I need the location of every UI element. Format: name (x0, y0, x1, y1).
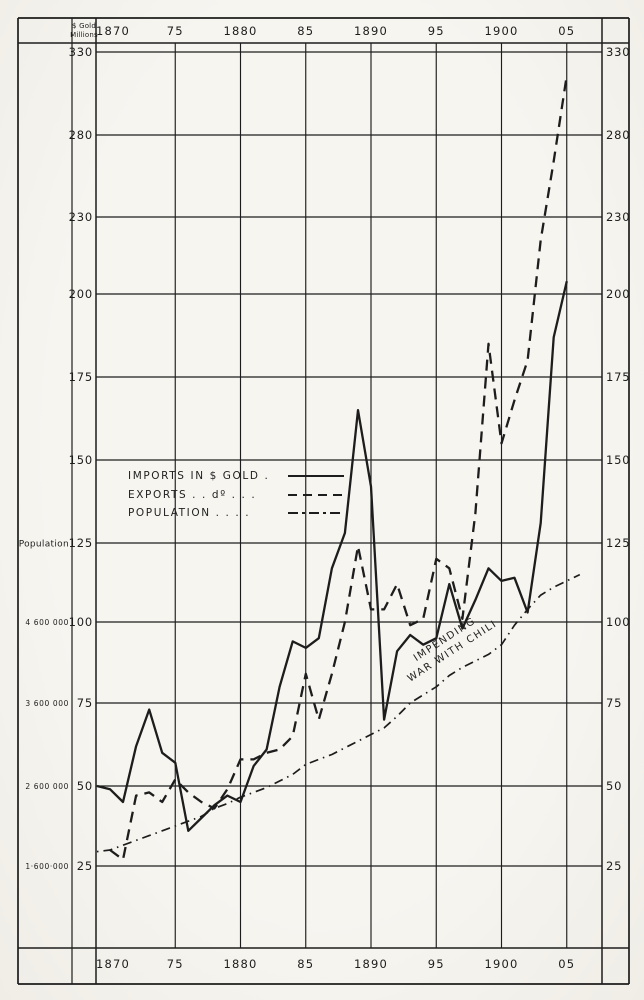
y-tick-label-left: 200 (69, 287, 93, 301)
y-tick-label-left: 175 (69, 370, 93, 384)
y-tick-label-right: 150 (606, 453, 630, 467)
legend-item-imports: IMPORTS IN $ GOLD . (128, 467, 344, 486)
population-tick-label: 1·600·000 (25, 862, 69, 871)
population-line (96, 573, 581, 853)
y-tick-label-left: 50 (77, 779, 93, 793)
x-tick-label-bottom: 1880 (223, 957, 257, 971)
y-tick-label-right: 125 (606, 536, 630, 550)
x-tick-label-top: 75 (167, 24, 184, 38)
corner-label-gold: $ Gold (72, 22, 96, 30)
legend-label-population: POPULATION . . . . (128, 507, 251, 520)
x-tick-label-top: 1880 (223, 24, 257, 38)
exports-line (109, 75, 568, 861)
y-tick-label-left: 75 (77, 696, 93, 710)
x-tick-label-bottom: 1900 (484, 957, 518, 971)
legend: IMPORTS IN $ GOLD . EXPORTS . . dº . . .… (128, 467, 344, 523)
legend-line-sample-dashdot (288, 512, 344, 515)
legend-line-sample-dashed (288, 493, 344, 496)
population-axis-title: Population (19, 540, 69, 550)
x-tick-label-bottom: 1890 (354, 957, 388, 971)
imports-line (96, 280, 568, 832)
x-tick-label-bottom: 75 (167, 957, 184, 971)
x-tick-label-top: 95 (428, 24, 445, 38)
x-tick-label-bottom: 95 (428, 957, 445, 971)
y-tick-label-left: 25 (77, 859, 93, 873)
y-tick-label-left: 330 (69, 45, 93, 59)
y-tick-label-left: 280 (69, 128, 93, 142)
y-tick-label-left: 230 (69, 210, 93, 224)
corner-label-millions: Millions (70, 31, 98, 39)
population-tick-label: 3 600 000 (25, 699, 69, 708)
x-tick-label-top: 05 (558, 24, 575, 38)
legend-label-exports: EXPORTS . . dº . . . (128, 488, 257, 501)
x-tick-label-top: 85 (297, 24, 314, 38)
y-tick-label-right: 175 (606, 370, 630, 384)
y-tick-label-right: 50 (606, 779, 622, 793)
y-tick-label-right: 330 (606, 45, 630, 59)
y-tick-label-left: 125 (69, 536, 93, 550)
x-tick-label-bottom: 05 (558, 957, 575, 971)
y-tick-label-right: 100 (606, 615, 630, 629)
x-tick-label-top: 1900 (484, 24, 518, 38)
y-tick-label-right: 200 (606, 287, 630, 301)
legend-label-imports: IMPORTS IN $ GOLD . (128, 470, 270, 483)
y-tick-label-right: 25 (606, 859, 622, 873)
legend-line-sample-solid (288, 475, 344, 478)
legend-item-exports: EXPORTS . . dº . . . (128, 486, 344, 505)
y-tick-label-right: 230 (606, 210, 630, 224)
x-tick-label-bottom: 85 (297, 957, 314, 971)
population-tick-label: 2 600 000 (25, 782, 69, 791)
y-tick-label-left: 150 (69, 453, 93, 467)
y-tick-label-right: 280 (606, 128, 630, 142)
population-tick-label: 4 600 000 (25, 618, 69, 627)
y-tick-label-left: 100 (69, 615, 93, 629)
x-tick-label-bottom: 1870 (96, 957, 130, 971)
x-tick-label-top: 1870 (96, 24, 130, 38)
x-tick-label-top: 1890 (354, 24, 388, 38)
legend-item-population: POPULATION . . . . (128, 504, 344, 523)
y-tick-label-right: 75 (606, 696, 622, 710)
